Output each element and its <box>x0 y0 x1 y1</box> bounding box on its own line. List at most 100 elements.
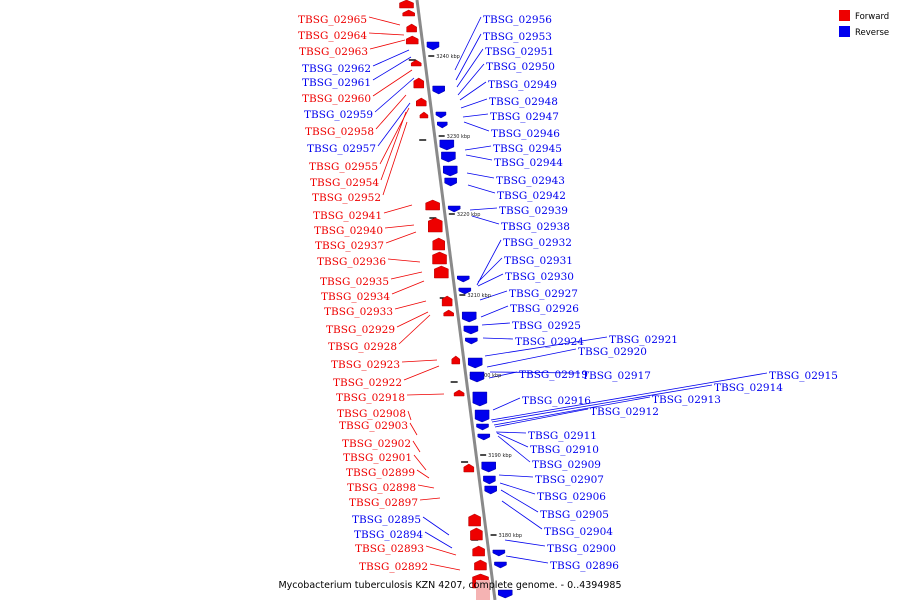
gene-label[interactable]: TBSG_02896 <box>550 560 619 572</box>
gene-label[interactable]: TBSG_02929 <box>326 324 395 336</box>
gene-label[interactable]: TBSG_02937 <box>315 240 384 252</box>
gene-label[interactable]: TBSG_02904 <box>544 526 613 538</box>
gene-label[interactable]: TBSG_02905 <box>540 509 609 521</box>
gene-label[interactable]: TBSG_02931 <box>504 255 573 267</box>
gene-label[interactable]: TBSG_02927 <box>509 288 578 300</box>
gene-label[interactable]: TBSG_02933 <box>324 306 393 318</box>
gene-label[interactable]: TBSG_02920 <box>578 346 647 358</box>
gene-label[interactable]: TBSG_02946 <box>491 128 560 140</box>
reverse-gene-glyph <box>477 433 491 441</box>
gene-leader-line <box>424 531 453 549</box>
gene-label[interactable]: TBSG_02957 <box>307 143 376 155</box>
legend-item-forward[interactable]: Forward <box>839 10 889 22</box>
gene-label[interactable]: TBSG_02899 <box>346 467 415 479</box>
gene-label[interactable]: TBSG_02913 <box>652 394 721 406</box>
gene-label[interactable]: TBSG_02909 <box>532 459 601 471</box>
gene-label[interactable]: TBSG_02906 <box>537 491 606 503</box>
gene-label[interactable]: TBSG_02918 <box>336 392 405 404</box>
gene-label[interactable]: TBSG_02951 <box>485 46 554 58</box>
reverse-gene-glyph <box>463 325 479 335</box>
gene-label[interactable]: TBSG_02921 <box>609 334 678 346</box>
gene-leader-line <box>481 322 511 326</box>
gene-leader-line <box>390 271 423 280</box>
gene-label[interactable]: TBSG_02893 <box>355 543 424 555</box>
gene-label[interactable]: TBSG_02934 <box>321 291 390 303</box>
gene-label[interactable]: TBSG_02956 <box>483 14 552 26</box>
gene-label[interactable]: TBSG_02924 <box>515 336 584 348</box>
gene-label[interactable]: TBSG_02900 <box>547 543 616 555</box>
gene-leader-line <box>489 371 581 374</box>
gene-label[interactable]: TBSG_02942 <box>497 190 566 202</box>
gene-label[interactable]: TBSG_02963 <box>299 46 368 58</box>
gene-label[interactable]: TBSG_02935 <box>320 276 389 288</box>
gene-label[interactable]: TBSG_02914 <box>714 382 783 394</box>
gene-leader-line <box>374 77 415 113</box>
gene-label[interactable]: TBSG_02949 <box>488 79 557 91</box>
gene-label[interactable]: TBSG_02903 <box>339 420 408 432</box>
gene-label[interactable]: TBSG_02948 <box>489 96 558 108</box>
gene-label[interactable]: TBSG_02941 <box>313 210 382 222</box>
gene-leader-line <box>455 33 482 81</box>
gene-label[interactable]: TBSG_02917 <box>582 370 651 382</box>
reverse-gene-glyph <box>457 275 470 283</box>
gene-leader-line <box>479 290 508 301</box>
gene-label[interactable]: TBSG_02962 <box>302 63 371 75</box>
gene-label[interactable]: TBSG_02954 <box>310 177 379 189</box>
gene-label[interactable]: TBSG_02923 <box>331 359 400 371</box>
genome-caption: Mycobacterium tuberculosis KZN 4207, com… <box>278 580 621 591</box>
gene-label[interactable]: TBSG_02908 <box>337 408 406 420</box>
gene-label[interactable]: TBSG_02916 <box>522 395 591 407</box>
gene-label[interactable]: TBSG_02964 <box>298 30 367 42</box>
legend-item-reverse[interactable]: Reverse <box>839 26 889 38</box>
gene-label[interactable]: TBSG_02894 <box>354 529 423 541</box>
gene-label[interactable]: TBSG_02958 <box>305 126 374 138</box>
gene-label[interactable]: TBSG_02950 <box>486 61 555 73</box>
gene-label[interactable]: TBSG_02910 <box>530 444 599 456</box>
gene-leader-line <box>463 121 490 132</box>
gene-label[interactable]: TBSG_02926 <box>510 303 579 315</box>
gene-label[interactable]: TBSG_02911 <box>528 430 597 442</box>
gene-leader-line <box>484 336 608 357</box>
gene-label[interactable]: TBSG_02939 <box>499 205 568 217</box>
gene-leader-line <box>396 311 429 328</box>
gene-label[interactable]: TBSG_02895 <box>352 514 421 526</box>
gene-label[interactable]: TBSG_02922 <box>333 377 402 389</box>
gene-label[interactable]: TBSG_02932 <box>503 237 572 249</box>
gene-label[interactable]: TBSG_02902 <box>342 438 411 450</box>
gene-leader-line <box>488 371 518 379</box>
gene-label[interactable]: TBSG_02955 <box>309 161 378 173</box>
gene-leader-line <box>454 16 482 71</box>
gene-label[interactable]: TBSG_02936 <box>317 256 386 268</box>
gene-label[interactable]: TBSG_02952 <box>312 192 381 204</box>
gene-label[interactable]: TBSG_02912 <box>590 406 659 418</box>
forward-gene-glyph <box>441 295 453 307</box>
gene-leader-line <box>419 497 441 501</box>
gene-label[interactable]: TBSG_02960 <box>302 93 371 105</box>
gene-leader-line <box>493 396 651 426</box>
gene-label[interactable]: TBSG_02943 <box>496 175 565 187</box>
gene-label[interactable]: TBSG_02925 <box>512 320 581 332</box>
gene-label[interactable]: TBSG_02938 <box>501 221 570 233</box>
gene-label[interactable]: TBSG_02928 <box>328 341 397 353</box>
gene-label[interactable]: TBSG_02930 <box>505 271 574 283</box>
gene-label[interactable]: TBSG_02901 <box>343 452 412 464</box>
gene-label[interactable]: TBSG_02919 <box>519 369 588 381</box>
gene-label[interactable]: TBSG_02959 <box>304 109 373 121</box>
gene-label[interactable]: TBSG_02907 <box>535 474 604 486</box>
gene-label[interactable]: TBSG_02915 <box>769 370 838 382</box>
gene-label[interactable]: TBSG_02953 <box>483 31 552 43</box>
reverse-gene-glyph <box>444 177 457 187</box>
gene-label[interactable]: TBSG_02961 <box>302 77 371 89</box>
gene-label[interactable]: TBSG_02897 <box>349 497 418 509</box>
gene-label[interactable]: TBSG_02898 <box>347 482 416 494</box>
gene-label[interactable]: TBSG_02940 <box>314 225 383 237</box>
gene-label[interactable]: TBSG_02944 <box>494 157 563 169</box>
gene-leader-line <box>457 63 485 96</box>
gene-label[interactable]: TBSG_02947 <box>490 111 559 123</box>
gene-leader-line <box>505 555 549 564</box>
gene-label[interactable]: TBSG_02965 <box>298 14 367 26</box>
forward-gene-glyph <box>474 559 487 571</box>
gene-label[interactable]: TBSG_02892 <box>359 561 428 573</box>
gene-label[interactable]: TBSG_02945 <box>493 143 562 155</box>
